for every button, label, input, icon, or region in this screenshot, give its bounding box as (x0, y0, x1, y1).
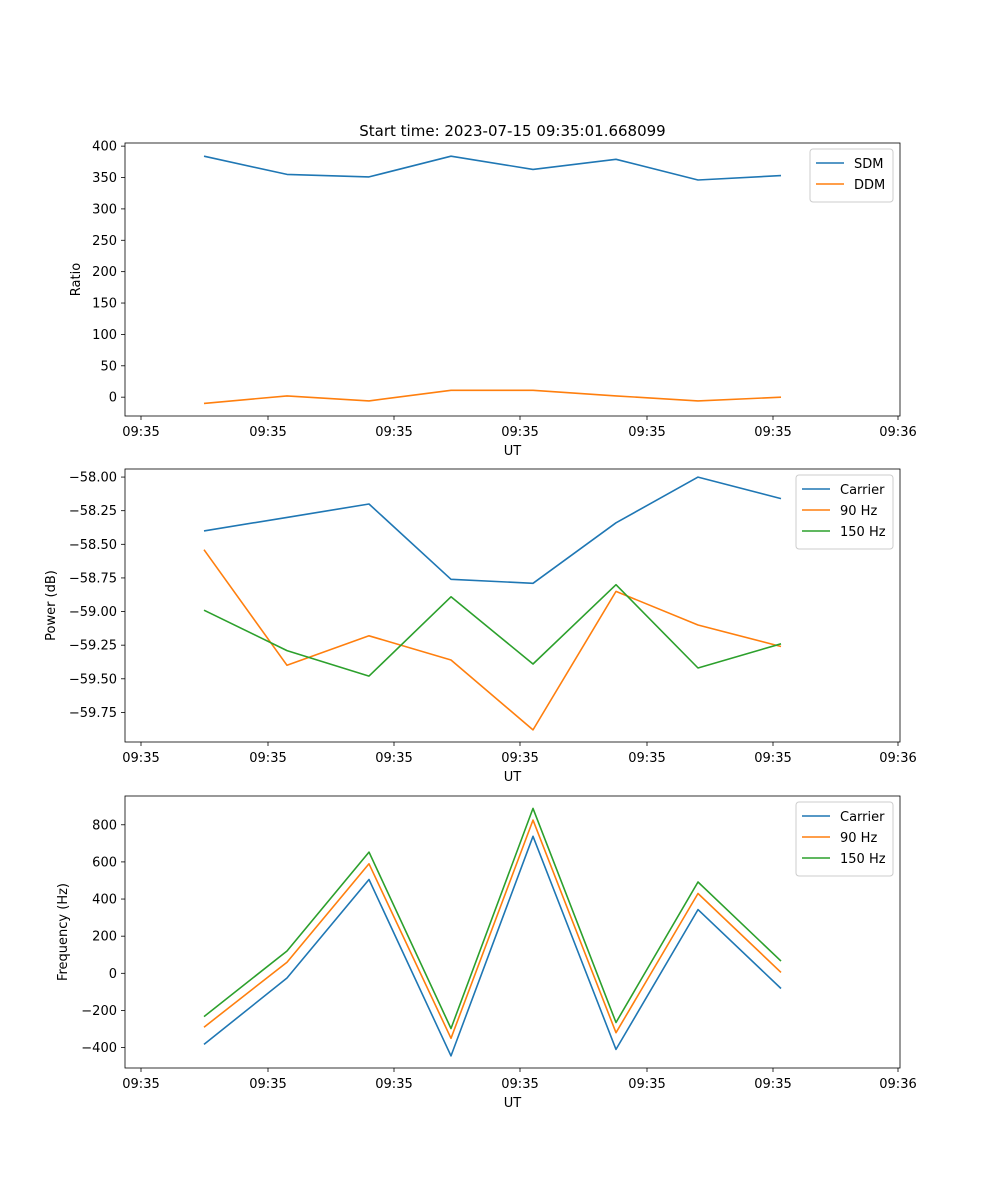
y-tick-label: −200 (81, 1004, 117, 1019)
subplot-2: −59.75 −59.50 −59.25 −59.00 −58.75 −58.50 −58.… (44, 468, 917, 785)
x-tick-label: 09:35 (122, 751, 159, 766)
figure-title: Start time: 2023-07-15 09:35:01.668099 (359, 122, 665, 140)
subplot-1: 0 50 100 150 200 250 300 350 400 09:35 09:35 09:35 0… (69, 140, 917, 459)
x-tick-label: 09:35 (375, 425, 412, 440)
series-line-150-hz (203, 807, 782, 1030)
y-tick-label: −400 (81, 1041, 117, 1056)
axes-frame (124, 142, 901, 417)
x-tick-label: 09:35 (375, 1077, 412, 1092)
legend-label: 150 Hz (840, 525, 886, 540)
x-axis-label: UT (504, 770, 522, 785)
y-tick-label: 600 (92, 855, 117, 870)
series-line-90-hz (203, 549, 782, 731)
y-tick-label: −58.00 (69, 471, 117, 486)
y-tick-label: −59.75 (69, 706, 117, 721)
series-line-90-hz (203, 819, 782, 1040)
y-tick-label: 200 (92, 265, 117, 280)
legend-label: Carrier (840, 483, 885, 498)
legend-label: Carrier (840, 810, 885, 825)
axes-frame (124, 468, 901, 743)
x-tick-label: 09:35 (249, 425, 286, 440)
x-tick-label: 09:35 (754, 425, 791, 440)
y-tick-label: 150 (92, 297, 117, 312)
y-axis-label: Power (dB) (44, 570, 59, 641)
x-tick-label: 09:36 (879, 425, 916, 440)
y-axis-label: Frequency (Hz) (56, 883, 71, 981)
y-tick-label: 350 (92, 171, 117, 186)
y-tick-label: −58.25 (69, 504, 117, 519)
x-axis-label: UT (504, 1096, 522, 1111)
y-tick-label: 400 (92, 893, 117, 908)
x-tick-label: 09:35 (754, 751, 791, 766)
legend: Carrier 90 Hz 150 Hz (795, 474, 894, 550)
x-axis-label: UT (504, 444, 522, 459)
series-line-carrier (203, 476, 782, 585)
y-tick-label: 800 (92, 818, 117, 833)
x-tick-label: 09:36 (879, 751, 916, 766)
x-tick-label: 09:35 (501, 751, 538, 766)
legend-label: 90 Hz (840, 831, 877, 846)
x-tick-label: 09:35 (375, 751, 412, 766)
legend-label: SDM (854, 157, 883, 172)
y-tick-label: 250 (92, 234, 117, 249)
y-tick-label: −58.75 (69, 571, 117, 586)
series-line-carrier (203, 835, 782, 1057)
x-tick-label: 09:35 (754, 1077, 791, 1092)
y-tick-label: 0 (109, 967, 117, 982)
series-line-150-hz (203, 583, 782, 677)
y-tick-label: 50 (100, 359, 117, 374)
legend: Carrier 90 Hz 150 Hz (795, 801, 894, 877)
y-tick-label: 200 (92, 930, 117, 945)
y-tick-label: 400 (92, 140, 117, 155)
x-tick-label: 09:35 (122, 425, 159, 440)
x-tick-label: 09:35 (249, 1077, 286, 1092)
x-tick-label: 09:35 (501, 1077, 538, 1092)
y-tick-label: 300 (92, 202, 117, 217)
series-line-ddm (203, 389, 782, 405)
x-tick-label: 09:35 (628, 1077, 665, 1092)
legend-label: 150 Hz (840, 852, 886, 867)
subplot-3: −400 −200 0 200 400 600 800 09:35 09:35 09:35 09:3… (56, 795, 917, 1111)
series-line-sdm (203, 155, 782, 181)
y-tick-label: −58.50 (69, 538, 117, 553)
legend: SDM DDM (809, 148, 894, 203)
y-tick-label: −59.50 (69, 672, 117, 687)
x-tick-label: 09:35 (122, 1077, 159, 1092)
y-tick-label: 100 (92, 328, 117, 343)
x-tick-label: 09:35 (628, 751, 665, 766)
x-tick-label: 09:35 (628, 425, 665, 440)
x-tick-label: 09:35 (249, 751, 286, 766)
legend-label: 90 Hz (840, 504, 877, 519)
y-axis-label: Ratio (69, 263, 84, 296)
y-tick-label: −59.25 (69, 639, 117, 654)
y-tick-label: −59.00 (69, 605, 117, 620)
legend-label: DDM (854, 178, 885, 193)
x-tick-label: 09:35 (501, 425, 538, 440)
x-tick-label: 09:36 (879, 1077, 916, 1092)
axes-frame (124, 795, 901, 1069)
y-tick-label: 0 (109, 391, 117, 406)
